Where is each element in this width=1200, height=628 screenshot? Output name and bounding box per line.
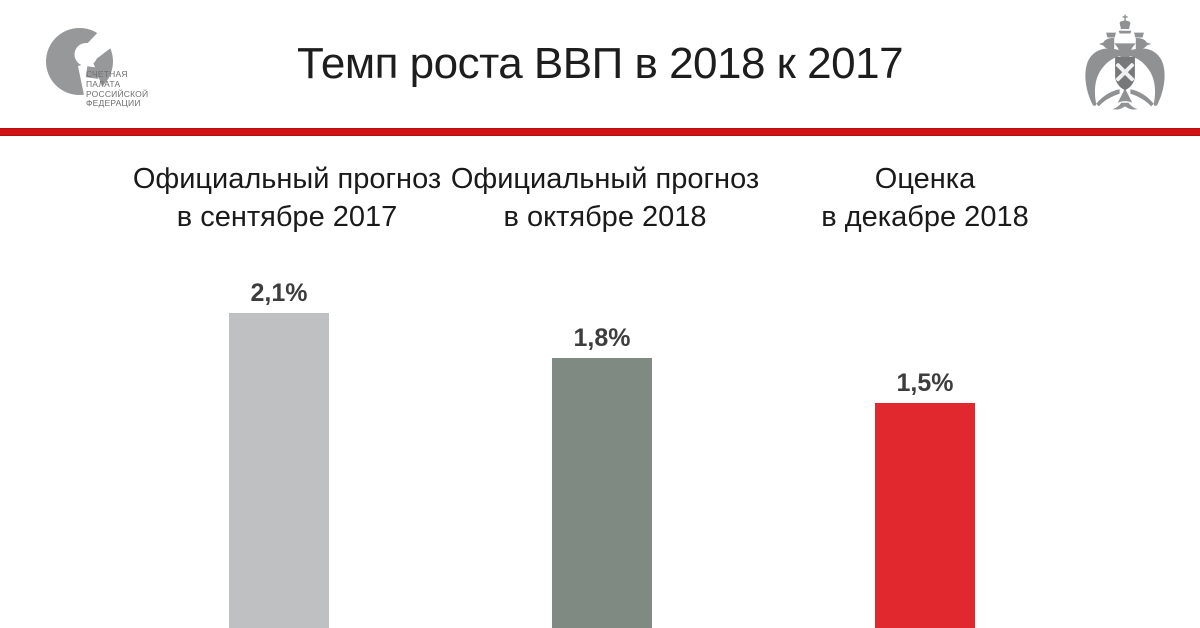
category-label-line: Официальный прогноз (450, 163, 760, 195)
org-name-line: РОССИЙСКОЙ (86, 88, 149, 99)
org-name: СЧЕТНАЯ ПАЛАТА РОССИЙСКОЙ ФЕДЕРАЦИИ (86, 69, 149, 109)
double-headed-eagle-emblem-icon (1085, 14, 1165, 110)
bar-value-label: 1,5% (896, 369, 954, 397)
category-label: Официальный прогноз в сентябре 2017 (117, 160, 457, 236)
bar-sep2017-forecast (229, 313, 329, 628)
red-divider-line (0, 128, 1200, 136)
bar-oct2018-forecast (552, 358, 652, 628)
category-label-line: Оценка (874, 163, 976, 195)
page-title: Темп роста ВВП в 2018 к 2017 (296, 39, 904, 88)
accounts-chamber-logo-icon (46, 28, 114, 98)
bar-value-label: 2,1% (250, 279, 308, 307)
category-label: Официальный прогноз в октябре 2018 (435, 160, 775, 236)
org-name-line: ПАЛАТА (86, 78, 121, 89)
org-name-line: СЧЕТНАЯ (86, 69, 128, 79)
bar-value-label: 1,8% (573, 324, 631, 352)
category-label-line: Официальный прогноз (132, 163, 442, 195)
bar-dec2018-estimate (875, 403, 975, 628)
category-label-line: в сентябре 2017 (176, 201, 398, 233)
category-label-line: в декабре 2018 (821, 201, 1029, 233)
org-logo-block: СЧЕТНАЯ ПАЛАТА РОССИЙСКОЙ ФЕДЕРАЦИИ (46, 26, 206, 118)
category-label: Оценка в декабре 2018 (755, 160, 1095, 236)
org-name-line: ФЕДЕРАЦИИ (86, 98, 141, 109)
category-label-line: в октябре 2018 (503, 201, 707, 233)
